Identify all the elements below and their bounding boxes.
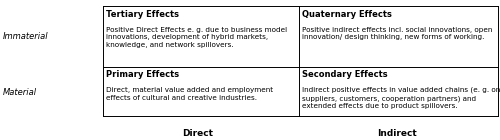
Text: Immaterial: Immaterial [2,32,48,41]
Text: Material: Material [2,88,36,97]
Text: Positive Direct Effects e. g. due to business model
innovations, development of : Positive Direct Effects e. g. due to bus… [106,27,288,48]
Text: Quaternary Effects: Quaternary Effects [302,10,392,19]
Text: Tertiary Effects: Tertiary Effects [106,10,180,19]
Text: Secondary Effects: Secondary Effects [302,70,388,79]
Text: Direct, material value added and employment
effects of cultural and creative ind: Direct, material value added and employm… [106,87,274,101]
Text: Primary Effects: Primary Effects [106,70,180,79]
Text: Positive indirect effects incl. social innovations, open
innovation/ design thin: Positive indirect effects incl. social i… [302,27,493,40]
Text: Direct: Direct [182,129,213,138]
Text: Indirect: Indirect [378,129,418,138]
Text: Indirect positive effects in value added chains (e. g. on
suppliers, customers, : Indirect positive effects in value added… [302,87,500,109]
